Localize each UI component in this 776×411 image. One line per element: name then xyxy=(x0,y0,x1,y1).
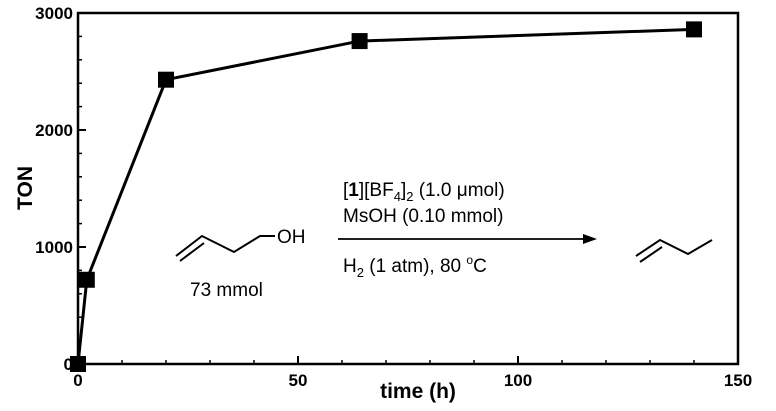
x-axis-title: time (h) xyxy=(380,380,456,403)
reaction-arrow-head xyxy=(583,234,597,244)
data-point-marker xyxy=(158,71,174,88)
catalyst-anion: [BF xyxy=(364,180,394,201)
y-tick-label: 1000 xyxy=(35,238,73,257)
catalyst-count-subscript: 2 xyxy=(406,189,413,204)
x-tick-label: 0 xyxy=(73,371,82,390)
propene-structure xyxy=(635,238,713,257)
reaction-scheme: OH 73 mmol [1][BF4]2 (1.0 μmol) MsOH (0.… xyxy=(175,180,713,301)
y-tick-label: 3000 xyxy=(35,4,73,23)
x-axis-ticks: 0 50 100 150 xyxy=(73,356,752,390)
series-markers xyxy=(70,21,702,372)
allyl-alcohol-double-bond xyxy=(179,242,205,262)
reactant-oh-label: OH xyxy=(277,227,306,248)
catalyst-anion-close: ] xyxy=(401,180,406,201)
reactant-amount: 73 mmol xyxy=(190,280,263,301)
x-tick-label: 150 xyxy=(724,371,752,390)
catalyst-bracket-open: [ xyxy=(343,180,349,201)
conditions-h-subscript: 2 xyxy=(357,265,364,280)
catalyst-amount: (1.0 μmol) xyxy=(413,180,504,201)
data-point-marker xyxy=(70,356,86,372)
y-axis-title: TON xyxy=(14,166,37,210)
y-tick-label: 0 xyxy=(64,355,73,374)
catalyst-number: 1 xyxy=(348,180,359,201)
x-tick-label: 50 xyxy=(289,371,308,390)
additive-label: MsOH (0.10 mmol) xyxy=(343,206,503,227)
y-tick-label: 2000 xyxy=(35,121,73,140)
conditions-rest: (1 atm), 80 xyxy=(364,256,466,277)
conditions-degree: o xyxy=(466,253,473,267)
data-point-marker xyxy=(351,33,368,50)
conditions-h: H xyxy=(343,256,357,277)
x-tick-label: 100 xyxy=(504,371,532,390)
conditions-label: H2 (1 atm), 80 oC xyxy=(343,253,487,280)
catalyst-line: [1][BF4]2 (1.0 μmol) xyxy=(343,180,505,204)
catalyst-bracket-close: ] xyxy=(359,180,364,201)
allyl-alcohol-structure xyxy=(175,234,275,257)
plot-frame xyxy=(76,11,740,366)
data-point-marker xyxy=(686,21,702,38)
conditions-celsius: C xyxy=(473,256,487,277)
catalyst-anion-subscript: 4 xyxy=(394,189,401,204)
propene-double-bond xyxy=(639,246,663,263)
data-point-marker xyxy=(78,271,95,288)
